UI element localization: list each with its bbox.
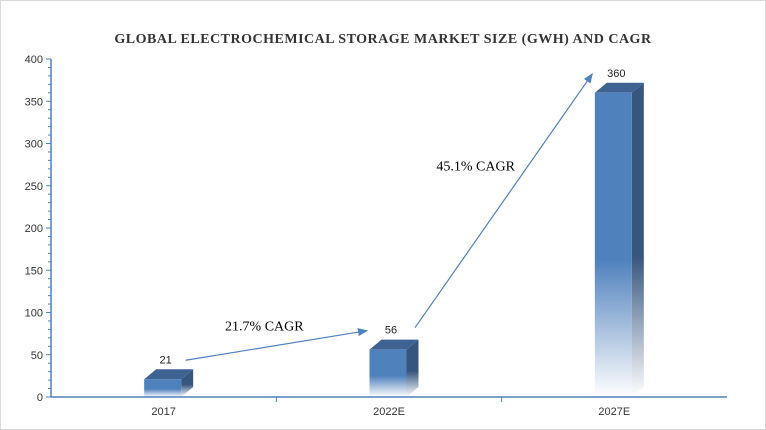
cagr-label: 21.7% CAGR — [225, 319, 304, 334]
cagr-label: 45.1% CAGR — [436, 160, 515, 175]
y-tick-label: 300 — [25, 139, 43, 151]
data-label: 21 — [160, 354, 172, 366]
y-tick-label: 400 — [25, 54, 43, 66]
bar-top — [369, 339, 419, 350]
y-tick-label: 350 — [25, 96, 43, 108]
bar-2017: 21 — [144, 354, 194, 397]
bar-2027E: 360 — [594, 68, 644, 398]
bar-side — [181, 369, 194, 397]
cagr-arrow — [414, 72, 593, 329]
data-label: 56 — [385, 325, 397, 337]
y-tick-label: 50 — [31, 350, 43, 362]
x-tick-label: 2022E — [373, 406, 405, 418]
bar-front — [144, 379, 182, 397]
bar-side — [631, 82, 644, 398]
cagr-arrow — [185, 328, 368, 361]
y-tick-label: 100 — [25, 308, 43, 320]
bar-front — [369, 349, 407, 397]
x-tick-label: 2017 — [151, 406, 175, 418]
y-tick-label: 250 — [25, 181, 43, 193]
bar-2022E: 56 — [369, 325, 419, 397]
bar-side — [406, 339, 419, 397]
bar-top — [594, 82, 644, 93]
y-tick-label: 200 — [25, 223, 43, 235]
chart-title: GLOBAL ELECTROCHEMICAL STORAGE MARKET SI… — [114, 32, 652, 47]
bar-front — [594, 92, 632, 398]
data-label: 360 — [607, 68, 625, 80]
y-tick-label: 150 — [25, 265, 43, 277]
y-tick-label: 0 — [37, 392, 43, 404]
x-tick-label: 2027E — [598, 406, 630, 418]
bar-top — [144, 369, 194, 380]
